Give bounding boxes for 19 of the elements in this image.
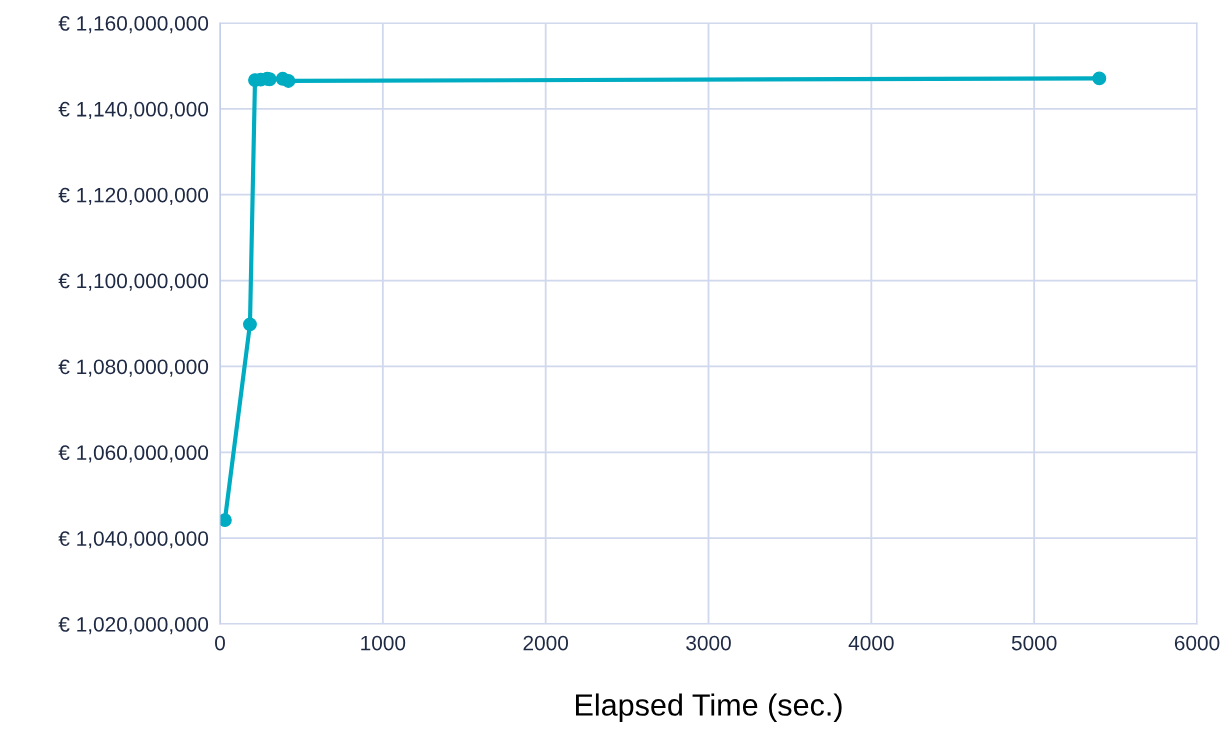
y-tick-label: € 1,120,000,000 bbox=[58, 187, 209, 205]
y-tick-label: € 1,160,000,000 bbox=[58, 16, 209, 34]
point bbox=[243, 317, 257, 332]
y-tick-label: € 1,140,000,000 bbox=[58, 101, 209, 120]
x-tick-label: 1000 bbox=[361, 635, 406, 651]
y-tick-label: € 1,020,000,000 bbox=[58, 617, 209, 635]
x-tick-label: 0 bbox=[215, 635, 225, 651]
y-tick-label: € 1,080,000,000 bbox=[58, 359, 209, 377]
y-tick-label: € 1,040,000,000 bbox=[58, 531, 209, 549]
x-tick-label: 5000 bbox=[1011, 635, 1057, 651]
y-tick-label: € 1,100,000,000 bbox=[58, 273, 209, 291]
y-tick-label: € 1,060,000,000 bbox=[58, 445, 209, 463]
point bbox=[281, 74, 296, 88]
x-tick-label: 4000 bbox=[848, 635, 894, 651]
point bbox=[1092, 71, 1107, 86]
x-tick-label: 3000 bbox=[686, 635, 731, 651]
x-tick-label: 6000 bbox=[1174, 635, 1220, 651]
x-axis-title: Elapsed Time (sec.) bbox=[576, 693, 842, 722]
x-tick-label: 2000 bbox=[523, 635, 569, 651]
